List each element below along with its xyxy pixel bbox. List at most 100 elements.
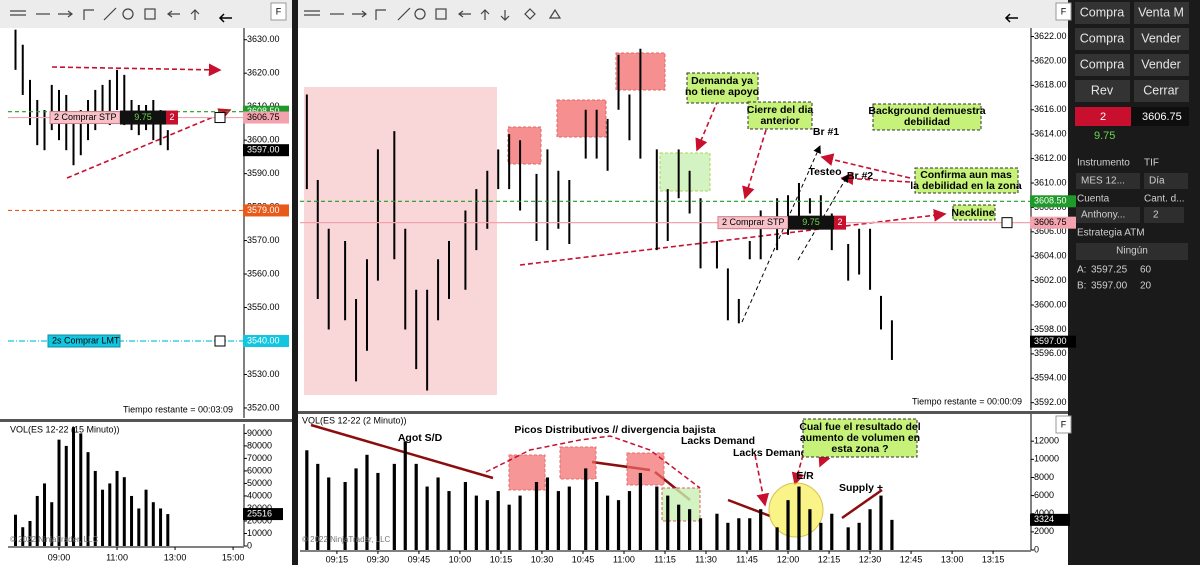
button[interactable]: Rev (1091, 83, 1114, 97)
annotation: Supply + (839, 482, 883, 494)
last-volume-box (1030, 513, 1070, 526)
y-tick-label: 3600.00 (247, 135, 280, 145)
volume-bar (425, 486, 429, 550)
volume-bar (86, 452, 90, 546)
annotation: Br #1 (813, 126, 839, 138)
x-tick-label: 12:00 (777, 554, 800, 564)
volume-bar (846, 527, 850, 550)
quantity-box[interactable] (1144, 207, 1184, 223)
dropdown[interactable] (1144, 173, 1188, 189)
tif[interactable]: Día (1149, 176, 1165, 187)
annotation: © 2022 NinjaTrader, LLC (302, 535, 391, 544)
button[interactable]: Compra (1080, 31, 1125, 45)
volume-bar (655, 486, 659, 550)
last-volume-box (243, 508, 283, 521)
x-tick-label: 12:45 (900, 554, 923, 564)
button[interactable]: Cerrar (1143, 83, 1178, 97)
volume-bar (93, 470, 97, 546)
price-level-box (1030, 195, 1076, 208)
price-level-label: 3606.75 (247, 112, 280, 122)
annotation: Confirma aun mas (920, 169, 1012, 181)
dropdown[interactable] (1076, 207, 1140, 223)
volume-bar (797, 486, 801, 550)
x-tick-label: 09:45 (408, 554, 431, 564)
volume-bar (786, 500, 790, 550)
y-tick-label: 60000 (247, 465, 272, 475)
y-tick-label: 3520.00 (247, 402, 280, 412)
volume-bar (43, 483, 47, 546)
instrument[interactable]: MES 12... (1081, 176, 1125, 187)
price-level-box (1030, 335, 1076, 348)
y-tick-label: 3620.00 (247, 68, 280, 78)
y-tick-label: 3606.00 (1034, 226, 1067, 236)
x-tick-label: 11:45 (736, 554, 758, 564)
volume-bar (392, 463, 396, 550)
price-level-label: 3608.50 (247, 106, 280, 116)
close-box (1001, 217, 1013, 229)
order-qty-box (166, 110, 178, 125)
volume-bar (151, 502, 155, 546)
volume-bar (403, 441, 407, 550)
f-button[interactable]: F (1061, 6, 1067, 16)
volume-bar (567, 486, 571, 550)
button[interactable]: Compra (1080, 5, 1125, 19)
volume-bar (666, 495, 670, 550)
atm[interactable]: Ningún (1116, 246, 1148, 257)
volume-bar (726, 522, 730, 550)
account[interactable]: Anthony... (1081, 210, 1125, 221)
annotation: © 2022 NinjaTrader, LLC (10, 535, 99, 544)
order-label: 2 Comprar STP (722, 217, 785, 227)
volume-bar (108, 483, 112, 546)
button[interactable]: Vender (1141, 31, 1181, 45)
volume-bar (436, 477, 440, 550)
y-tick-label: 40000 (247, 490, 272, 500)
annotation: la debilidad en la zona (910, 180, 1022, 192)
volume-bar (759, 509, 763, 550)
x-tick-label: 09:00 (48, 552, 71, 562)
volume-bar (890, 519, 894, 550)
annotation: Lacks Demand (681, 435, 755, 447)
volume-bar (101, 489, 105, 546)
x-tick-label: 13:00 (164, 552, 187, 562)
f-button[interactable]: F (276, 6, 282, 16)
dropdown[interactable] (1076, 243, 1188, 260)
price-level-box (243, 335, 289, 348)
annotation-box (952, 204, 996, 221)
annotation: Neckline (951, 207, 994, 219)
button[interactable]: Vender (1141, 57, 1181, 71)
price-level-box (243, 111, 289, 124)
volume-bar (584, 468, 588, 550)
y-tick-label: 3598.00 (1034, 324, 1067, 334)
annotation: Tiempo restante = 00:03:09 (123, 404, 233, 414)
order-label: 2s Comprar LMT (52, 335, 120, 345)
volume-bar (159, 508, 163, 546)
annotation: Cual fue el resultado del (799, 421, 920, 433)
x-tick-label: 15:00 (222, 552, 245, 562)
annotation: Testeo (808, 166, 841, 178)
annotation: debilidad (904, 116, 950, 128)
volume-bar (72, 427, 76, 546)
y-tick-label: 12000 (1034, 436, 1059, 446)
y-tick-label: 3530.00 (247, 369, 280, 379)
price-level-box (243, 144, 289, 157)
x-tick-label: 10:00 (449, 554, 472, 564)
annotation: anterior (760, 115, 799, 127)
annotation: Cierre del dia (747, 104, 814, 116)
button[interactable]: Venta M (1138, 5, 1184, 19)
annotation: Background demuestra (868, 105, 985, 117)
volume-bar (137, 508, 141, 546)
price-level-label: 3597.00 (1034, 336, 1067, 346)
volume-bar (556, 491, 560, 550)
volume-bar (57, 439, 61, 546)
volume-bar (545, 477, 550, 550)
volume-bar (605, 495, 610, 550)
y-tick-label: 90000 (247, 428, 272, 438)
button[interactable]: Compra (1080, 57, 1125, 71)
dropdown[interactable] (1076, 173, 1140, 189)
f-button[interactable]: F (1061, 419, 1067, 429)
volume-bar (507, 504, 511, 550)
order-qty-box (834, 215, 846, 230)
divider (0, 419, 292, 422)
quantity[interactable]: 2 (1153, 210, 1159, 221)
quote-side: A: (1077, 265, 1086, 276)
